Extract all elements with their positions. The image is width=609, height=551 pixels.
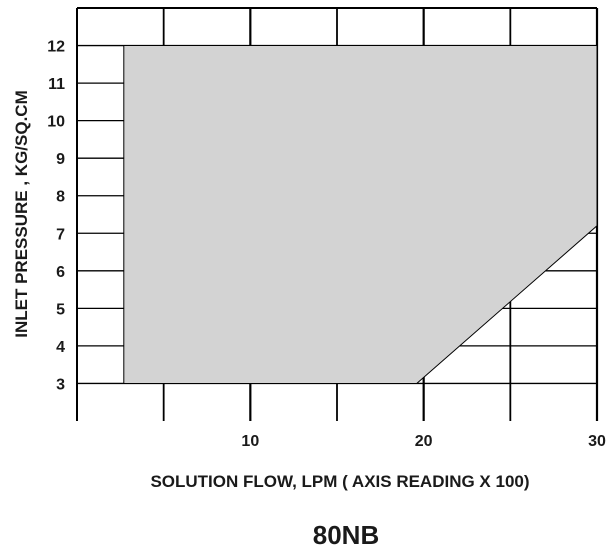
x-axis-ticks: 10 20 30 [241, 433, 606, 450]
x-axis-label: SOLUTION FLOW, LPM ( AXIS READING X 100) [150, 472, 529, 491]
y-tick-label: 9 [56, 151, 65, 168]
y-tick-label: 8 [56, 189, 65, 206]
y-tick-label: 4 [56, 339, 65, 356]
y-tick-label: 3 [56, 376, 65, 393]
y-tick-label: 7 [56, 226, 65, 243]
plot-frame [76, 7, 597, 421]
y-tick-label: 12 [47, 39, 65, 56]
y-tick-label: 11 [48, 76, 65, 93]
y-axis-ticks: 3 4 5 6 7 8 9 10 11 12 [47, 39, 65, 394]
x-tick-label: 10 [241, 433, 259, 450]
operating-region-layer [123, 45, 598, 384]
chart-title: 80NB [313, 520, 379, 550]
x-tick-label: 30 [588, 433, 606, 450]
operating-region [123, 45, 598, 384]
y-tick-label: 5 [56, 301, 65, 318]
y-tick-label: 10 [47, 114, 65, 131]
y-tick-label: 6 [56, 264, 65, 281]
x-tick-label: 20 [415, 433, 433, 450]
y-axis-label: INLET PRESSURE , KG/SQ.CM [12, 90, 31, 337]
